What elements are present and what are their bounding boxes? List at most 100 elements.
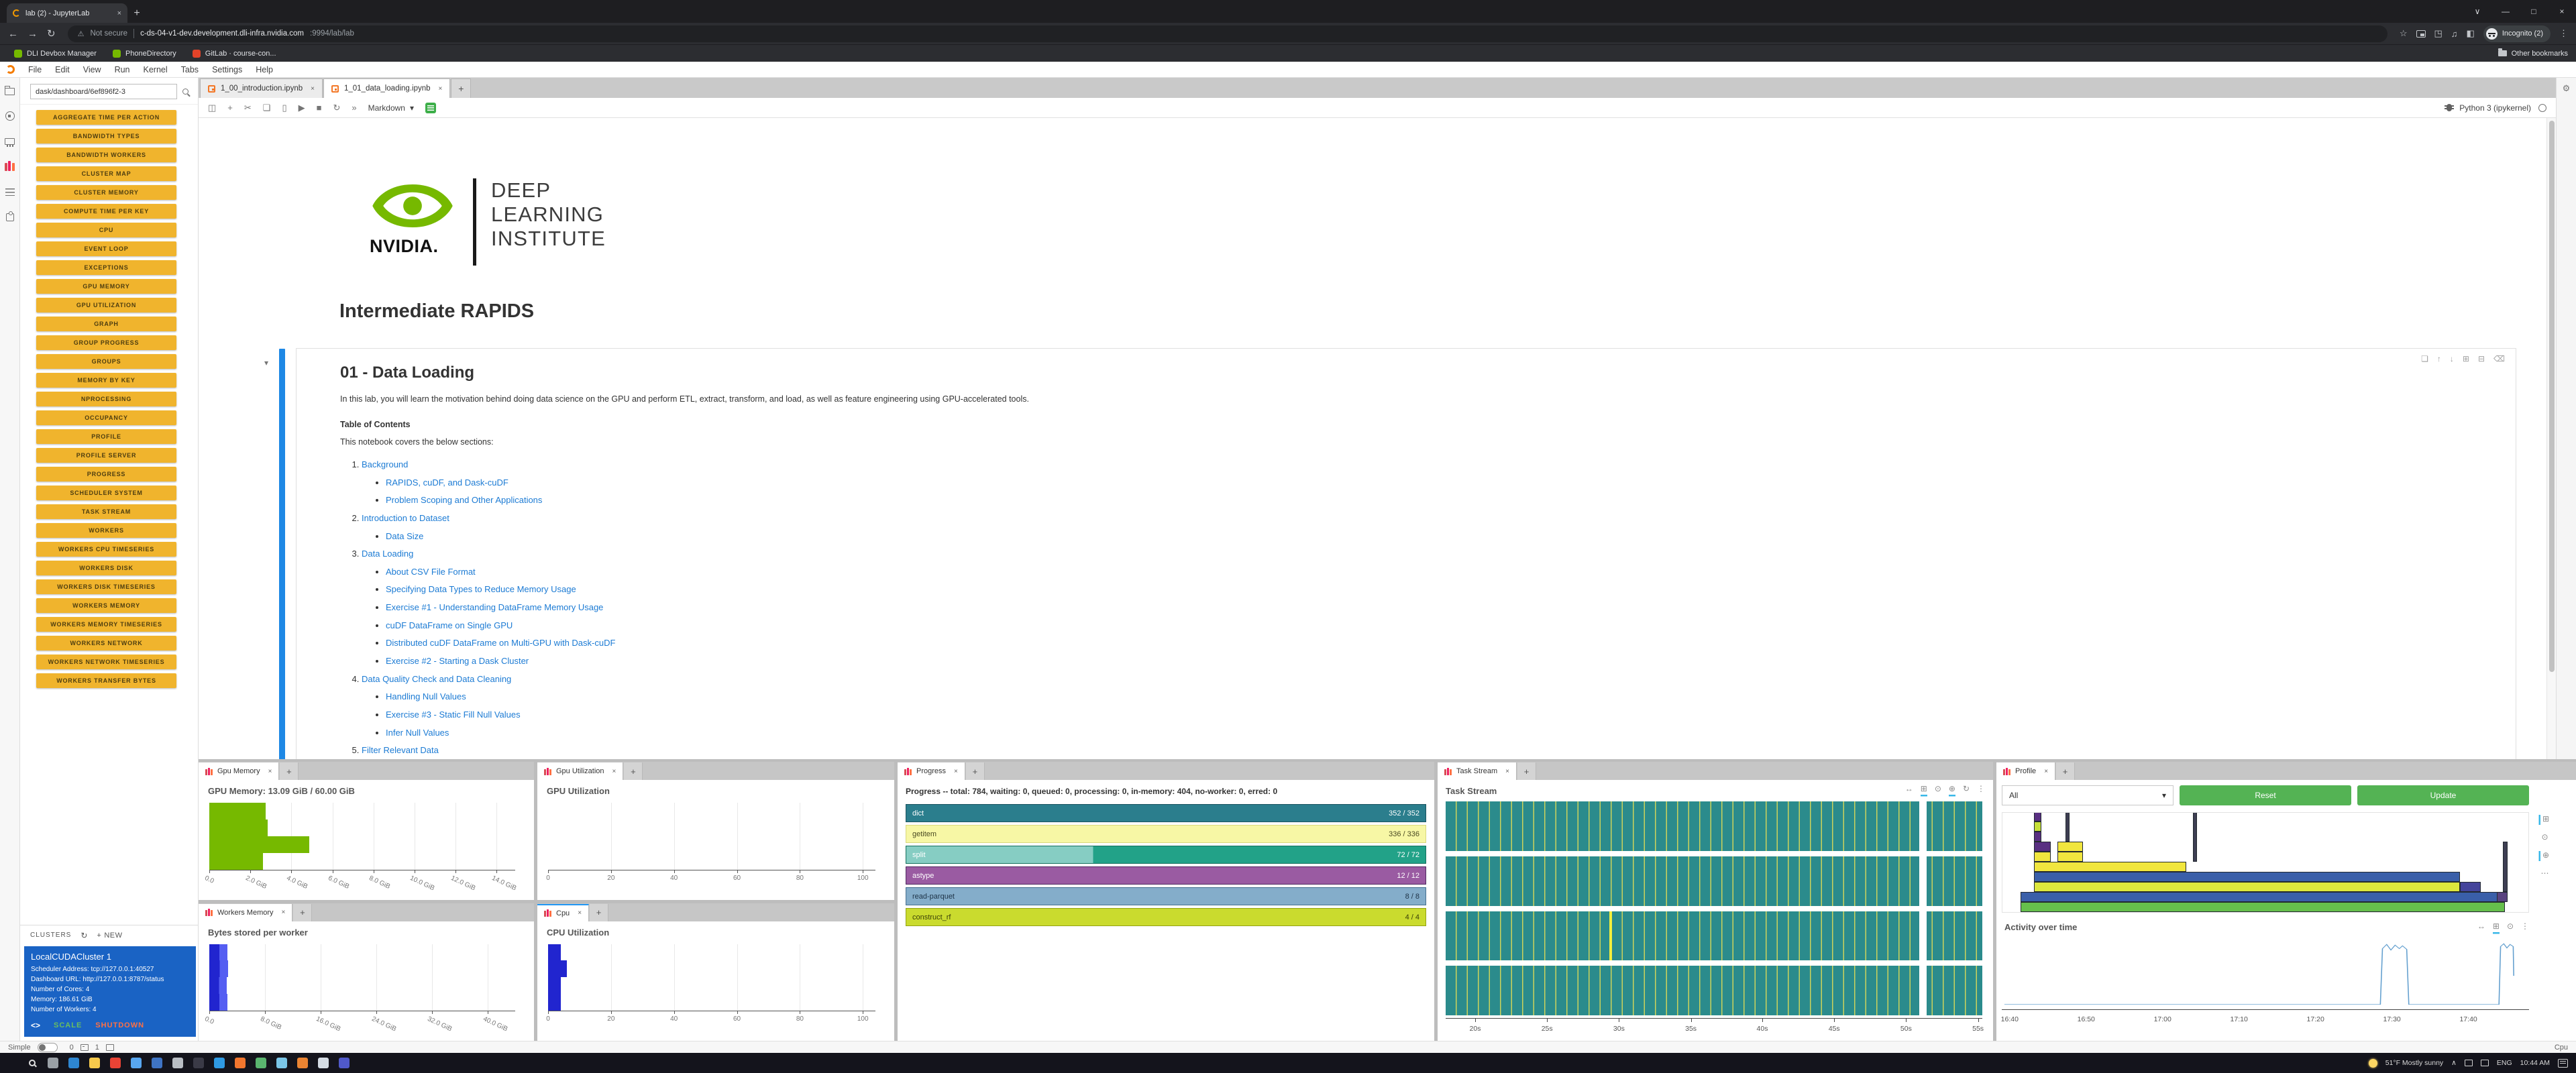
terminals-count[interactable]: 0 xyxy=(69,1043,74,1052)
stop-kernel-icon[interactable]: ■ xyxy=(316,103,322,113)
panel-tab-cpu[interactable]: Cpu × xyxy=(537,903,590,921)
panel-tab-gpu-memory[interactable]: Gpu Memory × xyxy=(199,763,280,780)
bookmark-star-icon[interactable]: ☆ xyxy=(2399,28,2408,38)
picture-in-picture-icon[interactable] xyxy=(2416,30,2426,38)
toc-link[interactable]: About CSV File Format xyxy=(386,566,476,577)
extensions-puzzle-icon[interactable]: ◳ xyxy=(2434,28,2443,38)
browser-tab[interactable]: lab (2) - JupyterLab × xyxy=(7,3,127,23)
dask-panel-button[interactable]: WORKERS TRANSFER BYTES xyxy=(36,673,176,688)
dask-panel-button[interactable]: CLUSTER MEMORY xyxy=(36,185,176,200)
window-menu-icon[interactable]: ∨ xyxy=(2474,7,2481,16)
taskbar-app-search[interactable] xyxy=(23,1054,41,1072)
address-bar[interactable]: ⚠ Not secure c-ds-04-v1-dev.development.… xyxy=(67,25,2387,42)
reload-icon[interactable]: ↻ xyxy=(47,28,56,40)
profile-filter-select[interactable]: All ▾ xyxy=(2002,785,2174,805)
dask-panel-button[interactable]: EXCEPTIONS xyxy=(36,260,176,275)
taskbar-app-terminal[interactable] xyxy=(190,1054,207,1072)
hover-icon[interactable]: ⊙ xyxy=(2506,921,2514,931)
dask-panel-button[interactable]: PROGRESS xyxy=(36,467,176,482)
toc-link[interactable]: Distributed cuDF DataFrame on Multi-GPU … xyxy=(386,638,616,648)
shutdown-cluster-button[interactable]: SHUTDOWN xyxy=(95,1021,145,1029)
toc-link[interactable]: Handling Null Values xyxy=(386,691,466,702)
window-minimize-button[interactable]: — xyxy=(2502,7,2510,16)
dask-panel-button[interactable]: GRAPH xyxy=(36,317,176,331)
menu-view[interactable]: View xyxy=(83,64,101,74)
tray-icon[interactable] xyxy=(2480,1060,2489,1066)
hidden-icons-chevron[interactable]: ∧ xyxy=(2451,1059,2457,1067)
bookmark-item[interactable]: GitLab · course-con... xyxy=(186,48,282,60)
selected-markdown-cell[interactable]: ▾ ❏ ↑ ↓ ⊞ ⊟ ⌫ 01 - Data Loading In this … xyxy=(264,348,2516,759)
close-icon[interactable]: × xyxy=(1505,767,1509,775)
taskbar-app-settings[interactable] xyxy=(169,1054,186,1072)
file-browser-icon[interactable] xyxy=(5,86,15,95)
dask-panel-button[interactable]: GPU UTILIZATION xyxy=(36,298,176,313)
toc-link[interactable]: Exercise #2 - Starting a Dask Cluster xyxy=(386,656,529,667)
toc-link[interactable]: Introduction to Dataset xyxy=(362,512,449,523)
reset-icon[interactable]: ↻ xyxy=(1962,784,1970,793)
close-icon[interactable]: × xyxy=(612,767,616,775)
box-zoom-icon[interactable]: ⊞ xyxy=(1920,784,1927,793)
taskbar-app-start[interactable] xyxy=(3,1054,20,1072)
dask-panel-button[interactable]: NPROCESSING xyxy=(36,392,176,406)
tab-1-00-introduction[interactable]: 1_00_introduction.ipynb × xyxy=(200,78,323,98)
dask-panel-button[interactable]: WORKERS xyxy=(36,523,176,538)
taskbar-app-vlc[interactable] xyxy=(294,1054,311,1072)
menu-tabs[interactable]: Tabs xyxy=(180,64,199,74)
taskbar-app-task-view[interactable] xyxy=(44,1054,62,1072)
pan-icon[interactable]: ↔ xyxy=(2477,921,2485,931)
more-tools-icon[interactable]: ⋯ xyxy=(2540,868,2549,878)
kernel-name[interactable]: Python 3 (ipykernel) xyxy=(2459,103,2531,113)
search-icon[interactable] xyxy=(182,89,189,95)
profile-flame-graph[interactable] xyxy=(2002,812,2529,913)
extension-manager-icon[interactable] xyxy=(5,211,14,221)
notification-center-icon[interactable] xyxy=(2558,1058,2568,1068)
dask-panel-button[interactable]: WORKERS NETWORK xyxy=(36,636,176,651)
duplicate-cell-icon[interactable]: ❏ xyxy=(2421,354,2428,363)
taskbar-app-file-explorer[interactable] xyxy=(86,1054,103,1072)
taskbar-app-edge[interactable] xyxy=(65,1054,83,1072)
new-cluster-button[interactable]: + NEW xyxy=(97,931,123,940)
dask-panel-button[interactable]: WORKERS MEMORY TIMESERIES xyxy=(36,617,176,632)
gpu-dashboards-icon[interactable] xyxy=(5,138,15,147)
close-icon[interactable]: × xyxy=(281,909,286,916)
cluster-card[interactable]: LocalCUDACluster 1 Scheduler Address: tc… xyxy=(24,946,196,1037)
restart-kernel-icon[interactable]: ↻ xyxy=(333,102,341,113)
taskbar-app-notepad[interactable] xyxy=(273,1054,290,1072)
close-icon[interactable]: × xyxy=(2044,767,2049,775)
dask-panel-button[interactable]: WORKERS DISK xyxy=(36,561,176,575)
add-tab-button[interactable]: + xyxy=(624,763,643,780)
dask-panel-button[interactable]: BANDWIDTH TYPES xyxy=(36,129,176,144)
incognito-badge[interactable]: Incognito (2) xyxy=(2483,25,2551,42)
bookmark-item[interactable]: DLI Devbox Manager xyxy=(8,48,103,60)
dask-panel-button[interactable]: PROFILE SERVER xyxy=(36,448,176,463)
dask-panel-button[interactable]: SCHEDULER SYSTEM xyxy=(36,486,176,500)
new-launcher-button[interactable]: + xyxy=(451,78,472,98)
activity-over-time-chart[interactable] xyxy=(2002,940,2529,1010)
dask-panel-button[interactable]: WORKERS CPU TIMESERIES xyxy=(36,542,176,557)
not-secure-warning-icon[interactable]: ⚠ xyxy=(77,30,85,38)
property-inspector-gear-icon[interactable]: ⚙ xyxy=(2562,83,2571,93)
menu-edit[interactable]: Edit xyxy=(55,64,70,74)
save-icon[interactable]: ◫ xyxy=(208,102,217,113)
taskbar-app-store[interactable] xyxy=(127,1054,145,1072)
copy-cell-icon[interactable]: ❏ xyxy=(262,102,271,113)
menu-run[interactable]: Run xyxy=(114,64,130,74)
close-icon[interactable]: × xyxy=(438,84,443,93)
tab-1-01-data-loading[interactable]: 1_01_data_loading.ipynb × xyxy=(323,78,451,98)
add-tab-button[interactable]: + xyxy=(1517,763,1536,780)
media-playlist-icon[interactable]: ♫ xyxy=(2451,28,2458,39)
close-icon[interactable]: × xyxy=(311,84,315,93)
dask-panel-button[interactable]: BANDWIDTH WORKERS xyxy=(36,148,176,162)
side-panel-icon[interactable]: ◧ xyxy=(2466,28,2475,38)
other-bookmarks[interactable]: Other bookmarks xyxy=(2498,48,2568,58)
dask-panel-button[interactable]: EVENT LOOP xyxy=(36,241,176,256)
move-cell-up-icon[interactable]: ↑ xyxy=(2436,354,2441,363)
new-tab-button[interactable]: + xyxy=(133,7,140,19)
insert-cell-icon[interactable]: + xyxy=(227,103,233,113)
toc-link[interactable]: Specifying Data Types to Reduce Memory U… xyxy=(386,584,576,595)
dask-panel-button[interactable]: MEMORY BY KEY xyxy=(36,373,176,388)
dask-extension-icon[interactable] xyxy=(425,102,436,113)
simple-mode-toggle[interactable] xyxy=(37,1042,58,1052)
dask-panel-button[interactable]: GROUPS xyxy=(36,354,176,369)
window-close-button[interactable]: × xyxy=(2559,7,2565,16)
